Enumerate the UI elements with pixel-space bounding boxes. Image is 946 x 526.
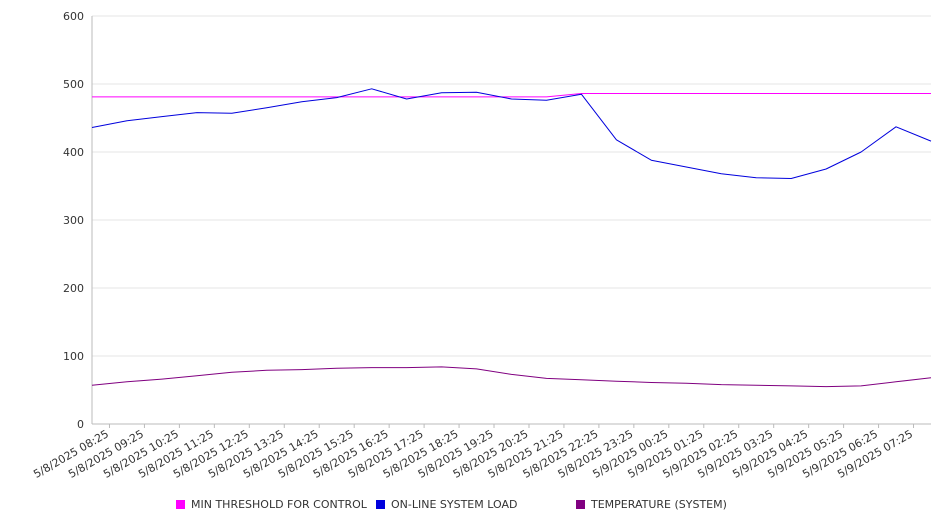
y-tick-label: 600 bbox=[63, 10, 84, 23]
series-line-threshold bbox=[92, 93, 931, 98]
y-tick-label: 500 bbox=[63, 78, 84, 91]
y-tick-label: 400 bbox=[63, 146, 84, 159]
legend-item-temperature[interactable]: TEMPERATURE (SYSTEM) bbox=[576, 498, 727, 511]
legend-label-threshold: MIN THRESHOLD FOR CONTROL bbox=[191, 498, 367, 511]
legend-item-load[interactable]: ON-LINE SYSTEM LOAD bbox=[376, 498, 517, 511]
series-line-load bbox=[91, 88, 932, 179]
y-tick-label: 0 bbox=[77, 418, 84, 431]
y-tick-label: 200 bbox=[63, 282, 84, 295]
x-tick-labels: 5/8/2025 08:255/8/2025 09:255/8/2025 10:… bbox=[31, 427, 915, 481]
y-tick-label: 300 bbox=[63, 214, 84, 227]
legend-swatch-temperature bbox=[576, 500, 585, 509]
y-tick-labels: 0 100 200 300 400 500 600 bbox=[63, 10, 84, 431]
legend-label-temperature: TEMPERATURE (SYSTEM) bbox=[591, 498, 727, 511]
series-line-temperature bbox=[91, 366, 932, 388]
legend-label-load: ON-LINE SYSTEM LOAD bbox=[391, 498, 518, 511]
legend: MIN THRESHOLD FOR CONTROL ON-LINE SYSTEM… bbox=[0, 498, 946, 518]
axes bbox=[91, 16, 931, 428]
y-tick-label: 100 bbox=[63, 350, 84, 363]
series-lines bbox=[91, 88, 932, 388]
legend-item-threshold[interactable]: MIN THRESHOLD FOR CONTROL bbox=[176, 498, 367, 511]
gridlines bbox=[92, 15, 931, 357]
legend-swatch-threshold bbox=[176, 500, 185, 509]
legend-swatch-load bbox=[376, 500, 385, 509]
